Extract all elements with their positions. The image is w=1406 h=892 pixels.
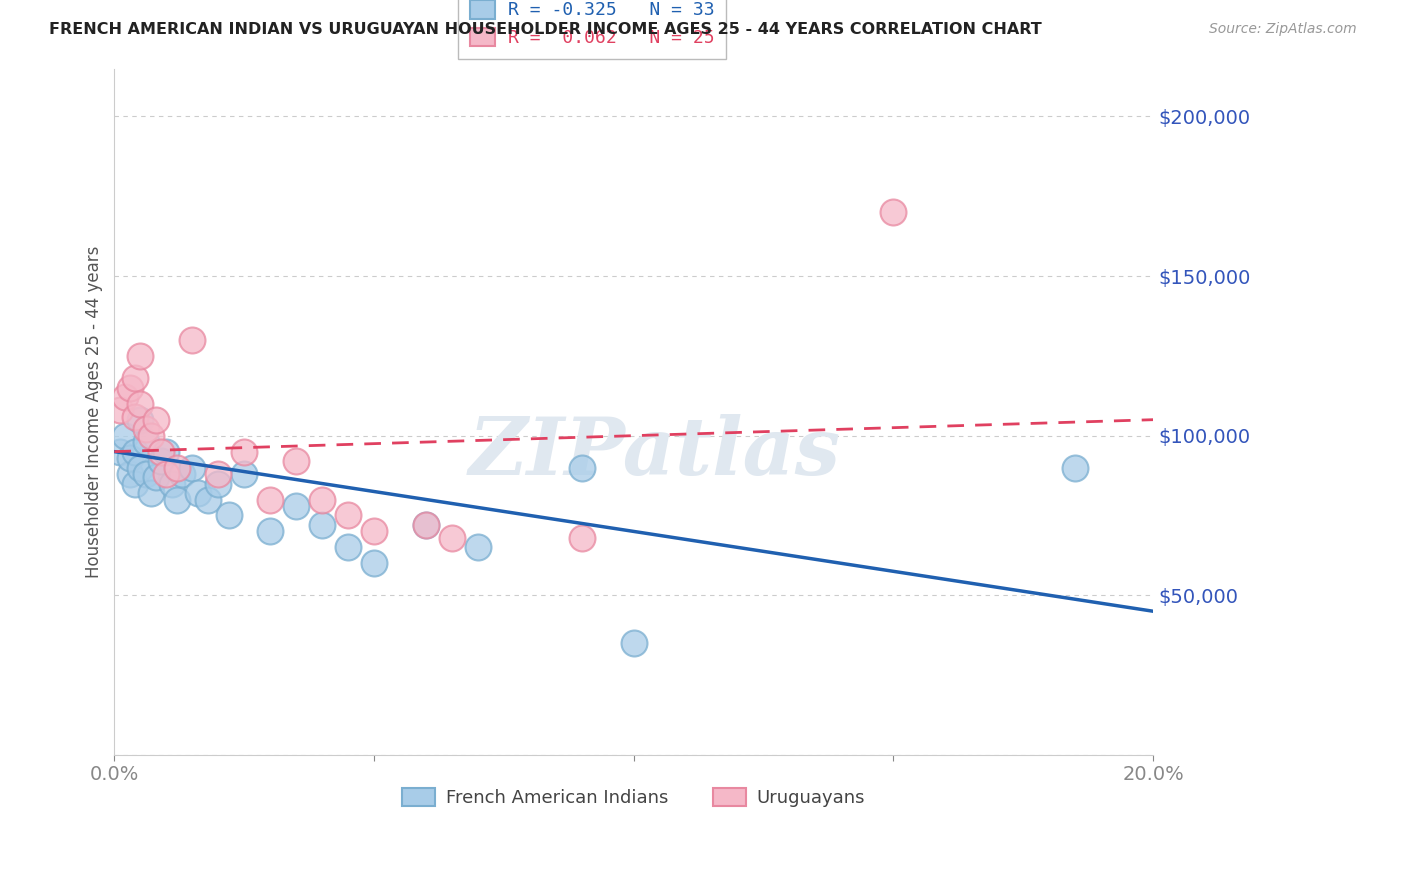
Point [571, 531, 593, 545]
Point [118, 450, 141, 465]
Point [571, 460, 593, 475]
Point [337, 508, 360, 523]
Point [108, 444, 131, 458]
Point [415, 518, 437, 533]
Point [124, 476, 146, 491]
Point [118, 381, 141, 395]
Point [150, 454, 173, 468]
Point [363, 557, 385, 571]
Point [145, 413, 167, 427]
Point [135, 467, 157, 481]
Point [124, 444, 146, 458]
Point [207, 467, 229, 481]
Point [114, 390, 136, 404]
Point [124, 409, 146, 424]
Point [311, 518, 333, 533]
Point [139, 486, 162, 500]
Point [207, 476, 229, 491]
Text: ZIPatlas: ZIPatlas [468, 414, 841, 491]
Point [440, 531, 463, 545]
Point [150, 444, 173, 458]
Point [623, 636, 645, 650]
Point [135, 435, 157, 450]
Point [124, 371, 146, 385]
Point [363, 524, 385, 539]
Text: Source: ZipAtlas.com: Source: ZipAtlas.com [1209, 22, 1357, 37]
Point [233, 467, 256, 481]
Point [155, 467, 177, 481]
Point [285, 499, 308, 513]
Point [218, 508, 240, 523]
Point [197, 492, 219, 507]
Point [129, 397, 152, 411]
Point [311, 492, 333, 507]
Point [415, 518, 437, 533]
Point [337, 541, 360, 555]
Point [882, 205, 904, 219]
Point [186, 486, 208, 500]
Point [285, 454, 308, 468]
Point [114, 428, 136, 442]
Point [467, 541, 489, 555]
Y-axis label: Householder Income Ages 25 - 44 years: Householder Income Ages 25 - 44 years [86, 245, 103, 578]
Point [181, 333, 204, 347]
Text: FRENCH AMERICAN INDIAN VS URUGUAYAN HOUSEHOLDER INCOME AGES 25 - 44 YEARS CORREL: FRENCH AMERICAN INDIAN VS URUGUAYAN HOUS… [49, 22, 1042, 37]
Point [145, 470, 167, 484]
Point [166, 460, 188, 475]
Point [160, 476, 183, 491]
Point [1064, 460, 1087, 475]
Point [166, 492, 188, 507]
Point [170, 467, 193, 481]
Point [129, 413, 152, 427]
Point [259, 492, 281, 507]
Point [155, 444, 177, 458]
Point [135, 422, 157, 436]
Point [108, 403, 131, 417]
Point [129, 460, 152, 475]
Point [259, 524, 281, 539]
Point [181, 460, 204, 475]
Point [118, 467, 141, 481]
Legend: French American Indians, Uruguayans: French American Indians, Uruguayans [395, 780, 872, 814]
Point [139, 428, 162, 442]
Point [129, 349, 152, 363]
Point [233, 444, 256, 458]
